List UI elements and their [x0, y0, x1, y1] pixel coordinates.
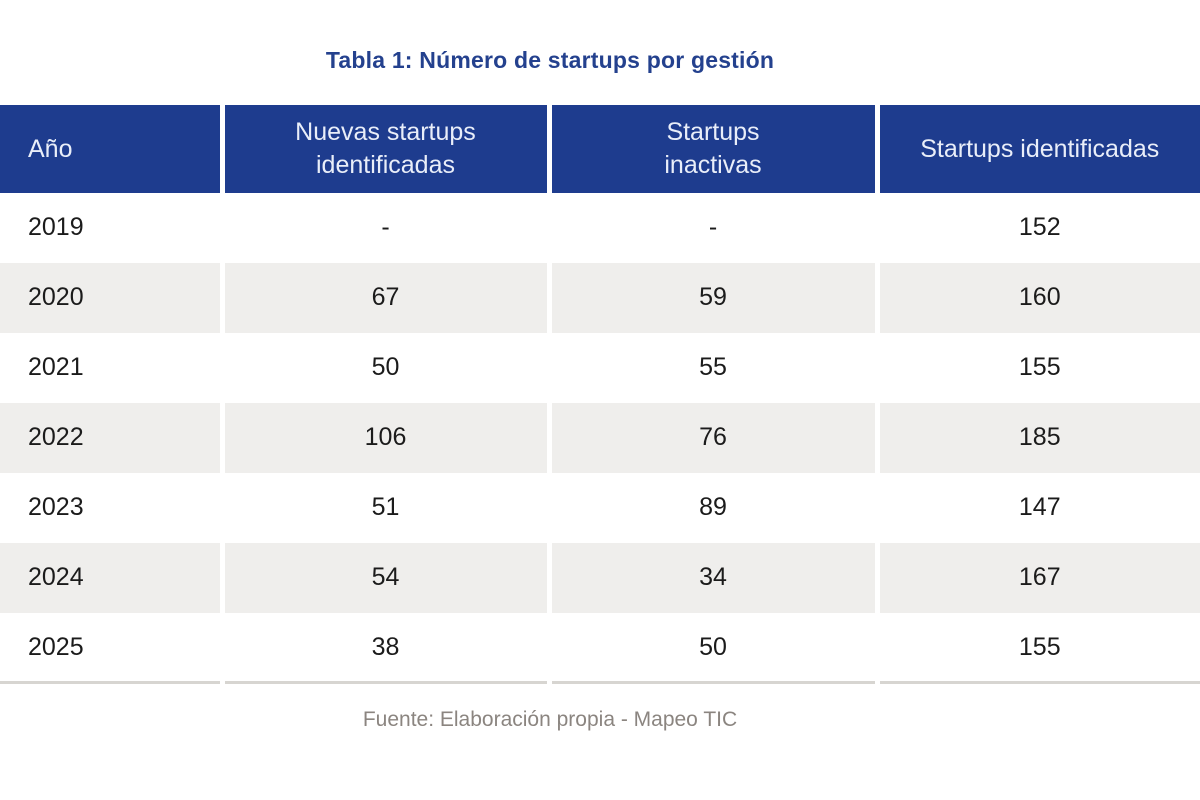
value-cell: 160	[874, 262, 1200, 333]
year-cell: 2022	[0, 402, 222, 473]
value-cell: 185	[874, 402, 1200, 473]
value-cell: 155	[874, 612, 1200, 685]
year-cell: 2024	[0, 542, 222, 613]
year-cell: 2020	[0, 262, 222, 333]
column-header-new-startups: Nuevas startups identificadas	[219, 104, 549, 193]
column-header-inactive-startups: Startups inactivas	[546, 104, 877, 193]
value-cell: 147	[874, 472, 1200, 543]
table-row: 2021 50 55 155	[0, 332, 1200, 403]
table-row: 2024 54 34 167	[0, 542, 1200, 613]
value-cell: 38	[219, 612, 549, 685]
value-cell: 50	[546, 612, 877, 685]
value-cell: 152	[874, 192, 1200, 263]
table-row: 2025 38 50 155	[0, 612, 1200, 685]
year-cell: 2023	[0, 472, 222, 543]
year-cell: 2019	[0, 192, 222, 263]
value-cell: -	[219, 192, 549, 263]
value-cell: 59	[546, 262, 877, 333]
value-cell: -	[546, 192, 877, 263]
year-cell: 2021	[0, 332, 222, 403]
table-row: 2020 67 59 160	[0, 262, 1200, 333]
value-cell: 67	[219, 262, 549, 333]
value-cell: 51	[219, 472, 549, 543]
source-note: Fuente: Elaboración propia - Mapeo TIC	[362, 708, 738, 732]
table-row: 2022 106 76 185	[0, 402, 1200, 473]
value-cell: 155	[874, 332, 1200, 403]
value-cell: 76	[546, 402, 877, 473]
value-cell: 167	[874, 542, 1200, 613]
title-area: Tabla 1: Número de startups por gestión	[0, 0, 1100, 75]
table-header: Año Nuevas startups identificadas Startu…	[0, 104, 1200, 193]
year-cell: 2025	[0, 612, 222, 685]
value-cell: 55	[546, 332, 877, 403]
column-header-identified-startups: Startups identificadas	[874, 104, 1200, 193]
table-row: 2023 51 89 147	[0, 472, 1200, 543]
value-cell: 89	[546, 472, 877, 543]
source-area: Fuente: Elaboración propia - Mapeo TIC	[0, 706, 1100, 733]
startups-table: Año Nuevas startups identificadas Startu…	[0, 104, 1200, 685]
value-cell: 106	[219, 402, 549, 473]
table-row: 2019 - - 152	[0, 192, 1200, 263]
value-cell: 50	[219, 332, 549, 403]
table-body: 2019 - - 152 2020 67 59 160 2021 50 55 1…	[0, 192, 1200, 685]
value-cell: 34	[546, 542, 877, 613]
header-row: Año Nuevas startups identificadas Startu…	[0, 104, 1200, 193]
value-cell: 54	[219, 542, 549, 613]
column-header-year: Año	[0, 104, 222, 193]
table-title: Tabla 1: Número de startups por gestión	[325, 47, 775, 73]
